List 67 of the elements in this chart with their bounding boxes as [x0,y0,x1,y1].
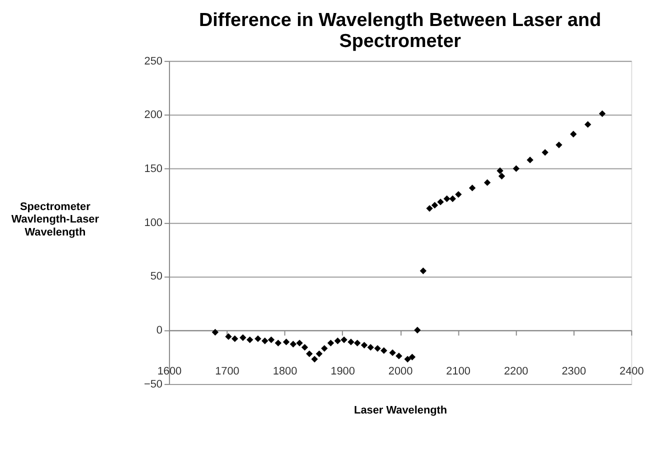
x-tick-label: 2400 [620,365,644,378]
point [290,340,297,348]
point [306,350,313,358]
point [396,352,402,360]
point [354,340,361,346]
point [444,195,450,202]
point [598,110,606,118]
point [246,336,254,344]
point [431,202,438,209]
y-tick-label: 150 [144,163,163,176]
x-tick-label: 2100 [446,365,470,378]
point [584,121,592,128]
x-tick-label: 1900 [330,365,355,378]
point [334,338,342,344]
point [340,336,348,344]
point [542,149,548,156]
point [414,326,421,334]
point [389,349,396,356]
point [570,130,577,138]
y-tick-label: 100 [144,216,163,229]
point [225,333,232,340]
point [301,344,308,351]
point [455,191,462,198]
point [311,356,318,363]
y-axis-title: Spectrometer Wavlength-Laser Wavelength [11,200,100,239]
y-tick-label: 200 [144,109,163,122]
point [282,338,290,346]
y-tick-label: 0 [156,324,163,337]
point [380,347,388,354]
point [496,167,504,174]
point [367,344,374,351]
point [404,356,411,363]
x-tick-label: 2000 [388,365,413,378]
point [212,328,219,336]
point [426,205,433,212]
point [360,342,368,349]
x-tick-label: 2300 [562,365,586,378]
point [374,345,381,352]
point [321,345,328,352]
point [468,184,476,192]
x-tick-label: 2200 [504,365,528,378]
point [348,338,354,346]
chart-title: Difference in Wavelength Between Laser and Spectrometer [199,10,602,52]
point [556,142,562,148]
point [526,156,534,164]
point [449,195,456,202]
y-tick-label: −50 [144,378,163,390]
point [437,198,444,206]
point [262,338,268,344]
point [274,340,282,346]
point [232,335,238,342]
point [420,268,427,274]
point [254,335,262,342]
y-tick-label: 250 [144,55,163,68]
point [240,334,246,341]
x-tick-label: 1700 [215,365,240,378]
point [512,165,520,172]
x-tick-label: 1800 [272,365,298,378]
point [408,354,416,360]
y-tick-label: 50 [150,270,163,283]
point [484,179,491,186]
point [327,340,334,346]
point [316,350,323,358]
x-axis-title: Laser Wavelength [354,404,448,416]
point [498,172,506,180]
point [268,336,275,344]
point [296,340,303,346]
